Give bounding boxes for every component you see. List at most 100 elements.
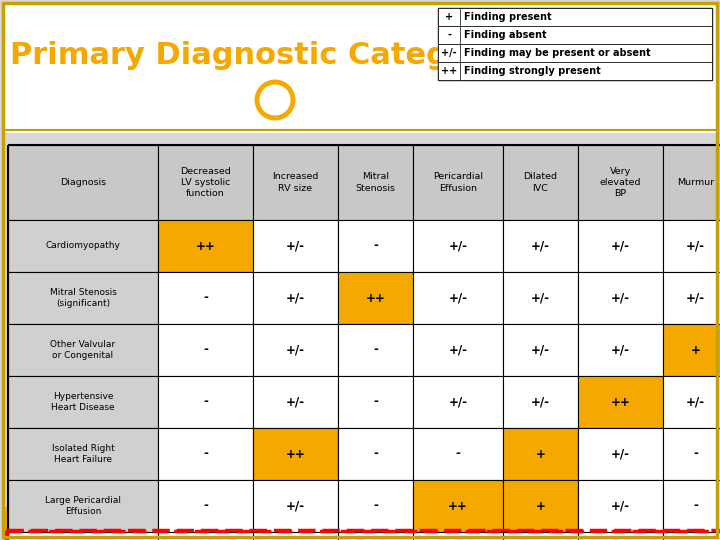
Bar xyxy=(413,480,503,532)
Bar xyxy=(578,480,663,532)
Bar xyxy=(503,480,578,532)
Text: +/-: +/- xyxy=(686,240,705,253)
Text: Pericardial
Effusion: Pericardial Effusion xyxy=(433,172,483,193)
Text: +/-: +/- xyxy=(286,343,305,356)
Bar xyxy=(438,62,460,80)
Text: +/-: +/- xyxy=(286,500,305,512)
Text: Decreased
LV systolic
function: Decreased LV systolic function xyxy=(180,167,231,198)
Bar xyxy=(413,272,503,324)
Text: +/-: +/- xyxy=(611,448,630,461)
Bar xyxy=(253,480,338,532)
Bar xyxy=(503,272,578,324)
Text: +: + xyxy=(445,12,453,22)
Bar xyxy=(8,532,158,540)
Text: -: - xyxy=(203,500,208,512)
Bar xyxy=(8,480,158,532)
Bar xyxy=(413,532,503,540)
Bar xyxy=(8,324,158,376)
Bar xyxy=(438,8,460,26)
Bar xyxy=(158,145,253,220)
Text: Dilated
IVC: Dilated IVC xyxy=(523,172,557,193)
Text: +/-: +/- xyxy=(286,395,305,408)
Text: +/-: +/- xyxy=(531,343,550,356)
Text: -: - xyxy=(203,395,208,408)
Bar xyxy=(663,220,720,272)
Text: Large Pericardial
Effusion: Large Pericardial Effusion xyxy=(45,496,121,516)
Bar xyxy=(438,44,712,62)
Text: -: - xyxy=(373,343,378,356)
Bar xyxy=(438,26,460,44)
Text: Finding strongly present: Finding strongly present xyxy=(464,66,600,76)
Bar xyxy=(413,324,503,376)
Text: -: - xyxy=(373,448,378,461)
Text: +/-: +/- xyxy=(531,395,550,408)
Text: Murmur: Murmur xyxy=(677,178,714,187)
Bar xyxy=(6,530,720,540)
Text: +/-: +/- xyxy=(286,240,305,253)
Bar xyxy=(253,376,338,428)
Bar xyxy=(438,44,460,62)
Text: -: - xyxy=(203,448,208,461)
Bar xyxy=(503,428,578,480)
Text: Mitral
Stenosis: Mitral Stenosis xyxy=(356,172,395,193)
Bar xyxy=(253,428,338,480)
Text: Other Valvular
or Congenital: Other Valvular or Congenital xyxy=(50,340,116,360)
Bar xyxy=(338,532,413,540)
Text: ++: ++ xyxy=(441,66,457,76)
Bar xyxy=(158,324,253,376)
Bar xyxy=(663,532,720,540)
Bar xyxy=(438,8,712,80)
Bar xyxy=(503,532,578,540)
Bar xyxy=(663,376,720,428)
Bar xyxy=(8,428,158,480)
Text: -: - xyxy=(456,448,460,461)
Text: Finding absent: Finding absent xyxy=(464,30,546,40)
Bar xyxy=(503,376,578,428)
Bar xyxy=(503,220,578,272)
Text: +/-: +/- xyxy=(449,240,467,253)
Text: ++: ++ xyxy=(611,395,631,408)
Bar xyxy=(413,145,503,220)
Text: Primary Diagnostic Categories: Primary Diagnostic Categories xyxy=(10,40,533,70)
Bar xyxy=(578,428,663,480)
Text: Finding may be present or absent: Finding may be present or absent xyxy=(464,48,651,58)
Bar xyxy=(338,145,413,220)
Text: Finding present: Finding present xyxy=(464,12,552,22)
Text: Very
elevated
BP: Very elevated BP xyxy=(600,167,642,198)
Bar xyxy=(3,507,717,537)
Text: +/-: +/- xyxy=(449,292,467,305)
Bar xyxy=(663,480,720,532)
Text: +/-: +/- xyxy=(686,292,705,305)
Bar xyxy=(578,376,663,428)
Bar xyxy=(158,532,253,540)
Bar xyxy=(438,8,712,26)
Text: +/-: +/- xyxy=(611,343,630,356)
Bar xyxy=(338,376,413,428)
Text: +/-: +/- xyxy=(531,240,550,253)
Bar xyxy=(578,532,663,540)
Text: ++: ++ xyxy=(448,500,468,512)
Bar xyxy=(158,480,253,532)
Text: +/-: +/- xyxy=(611,240,630,253)
Text: Cardiomyopathy: Cardiomyopathy xyxy=(45,241,120,251)
Bar xyxy=(338,324,413,376)
Bar xyxy=(253,272,338,324)
Bar xyxy=(663,145,720,220)
Text: +/-: +/- xyxy=(286,292,305,305)
Bar xyxy=(413,376,503,428)
Bar xyxy=(253,324,338,376)
Bar xyxy=(578,145,663,220)
Text: -: - xyxy=(203,292,208,305)
Text: Hypertensive
Heart Disease: Hypertensive Heart Disease xyxy=(51,392,114,412)
Bar xyxy=(663,428,720,480)
Bar xyxy=(3,3,717,133)
Text: +: + xyxy=(690,343,701,356)
Bar xyxy=(7,531,720,540)
Text: -: - xyxy=(693,448,698,461)
Text: Increased
RV size: Increased RV size xyxy=(272,172,319,193)
Bar xyxy=(503,324,578,376)
Bar xyxy=(578,324,663,376)
Bar xyxy=(338,428,413,480)
Bar xyxy=(338,220,413,272)
Bar xyxy=(8,145,720,540)
